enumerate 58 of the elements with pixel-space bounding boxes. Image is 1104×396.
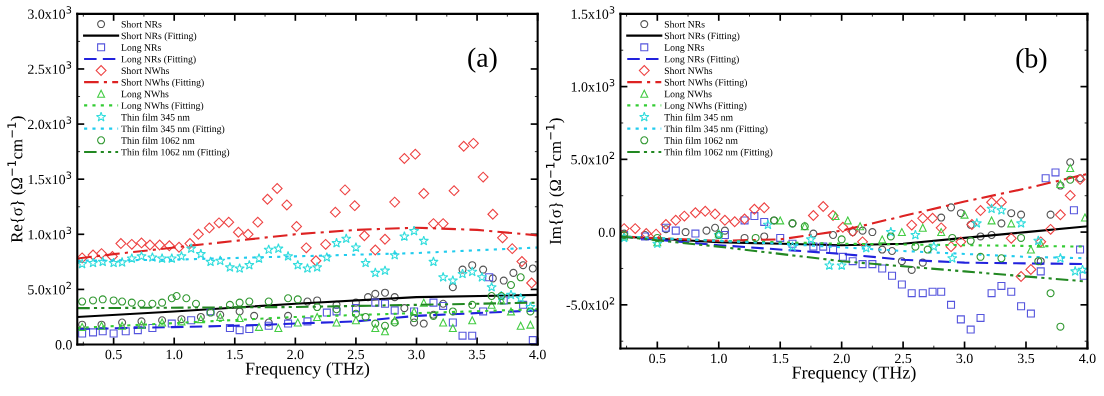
x-tick-label: 1.0 xyxy=(711,353,727,364)
legend-label: Thin film 1062 nm (Fitting) xyxy=(664,148,773,158)
y-tick-label: 2.5x10$^{3}$ xyxy=(28,61,72,75)
x-axis-title: Frequency (THz) xyxy=(792,365,916,383)
legend-label: Long NRs xyxy=(664,44,705,53)
legend-label: Thin film 345 nm xyxy=(121,113,190,121)
x-tick-label: 1.5 xyxy=(227,349,243,360)
annotation: (a) xyxy=(468,47,497,73)
y-tick-label: 0.0 xyxy=(55,340,72,350)
y-tick-label: 1.0x10$^{3}$ xyxy=(28,226,72,240)
x-tick-label: 0.5 xyxy=(105,349,122,360)
x-tick-label: 2.5 xyxy=(347,349,365,360)
y-axis-title: Im{σ} (Ω$^{−1}$cm$^{−1}$) xyxy=(545,118,565,245)
x-axis-title: Frequency (THz) xyxy=(245,361,370,379)
annotation: (b) xyxy=(1016,48,1047,74)
y-tick-label: 1.0x10$^{3}$ xyxy=(571,78,615,92)
legend-label: Short NRs xyxy=(664,20,705,28)
legend-label: Thin film 1062 nm xyxy=(121,136,195,144)
x-tick-label: 4.0 xyxy=(1079,353,1096,364)
legend-label: Short NWhs xyxy=(121,67,170,75)
legend-label: Short NRs (Fitting) xyxy=(121,32,197,42)
legend-label: Thin film 345 nm xyxy=(664,113,733,121)
legend-label: Short NRs (Fitting) xyxy=(664,32,740,42)
legend-label: Thin film 345 nm (Fitting) xyxy=(664,125,768,135)
y-tick-label: 5.0x10$^{2}$ xyxy=(571,151,615,165)
y-tick-label: 0.0 xyxy=(598,227,616,238)
legend-label: Thin film 1062 nm (Fitting) xyxy=(121,148,230,158)
x-tick-label: 2.0 xyxy=(287,349,304,360)
x-tick-label: 3.5 xyxy=(469,349,486,360)
legend-label: Long NRs xyxy=(121,44,161,53)
legend-label: Short NRs xyxy=(121,20,162,28)
x-tick-label: 1.0 xyxy=(166,349,183,360)
y-axis-title: Re{σ} (Ω$^{−1}$cm$^{−1}$) xyxy=(7,116,26,243)
legend-label: Short NWhs (Fitting) xyxy=(664,78,747,88)
legend-label: Thin film 1062 nm xyxy=(664,136,738,144)
x-tick-label: 4.0 xyxy=(529,349,546,360)
x-tick-label: 2.0 xyxy=(833,353,850,364)
y-tick-label: 3.0x10$^{3}$ xyxy=(28,6,72,19)
legend-label: Long NWhs xyxy=(121,90,169,100)
y-tick-label: 1.5x10$^{3}$ xyxy=(28,171,72,185)
legend-label: Long NWhs (Fitting) xyxy=(664,102,747,111)
x-tick-label: 2.5 xyxy=(895,353,912,364)
legend-label: Long NWhs xyxy=(664,90,712,100)
x-tick-label: 3.0 xyxy=(408,349,425,360)
legend-label: Long NWhs (Fitting) xyxy=(121,102,204,111)
y-tick-label: 1.5x10$^{3}$ xyxy=(571,6,615,19)
x-tick-label: 0.5 xyxy=(649,353,666,364)
legend-label: Short NWhs xyxy=(664,67,713,75)
legend-label: Long NRs (Fitting) xyxy=(121,55,196,65)
y-tick-label: -5.0x10$^{2}$ xyxy=(566,297,615,310)
y-tick-label: 5.0x10$^{2}$ xyxy=(28,281,71,295)
legend-label: Short NWhs (Fitting) xyxy=(121,78,204,88)
x-tick-label: 1.5 xyxy=(772,353,789,364)
y-tick-label: 2.0x10$^{3}$ xyxy=(28,116,72,130)
x-tick-label: 3.0 xyxy=(956,353,973,364)
legend-label: Long NRs (Fitting) xyxy=(664,55,739,65)
x-tick-label: 3.5 xyxy=(1017,353,1035,364)
legend-label: Thin film 345 nm (Fitting) xyxy=(121,125,225,135)
